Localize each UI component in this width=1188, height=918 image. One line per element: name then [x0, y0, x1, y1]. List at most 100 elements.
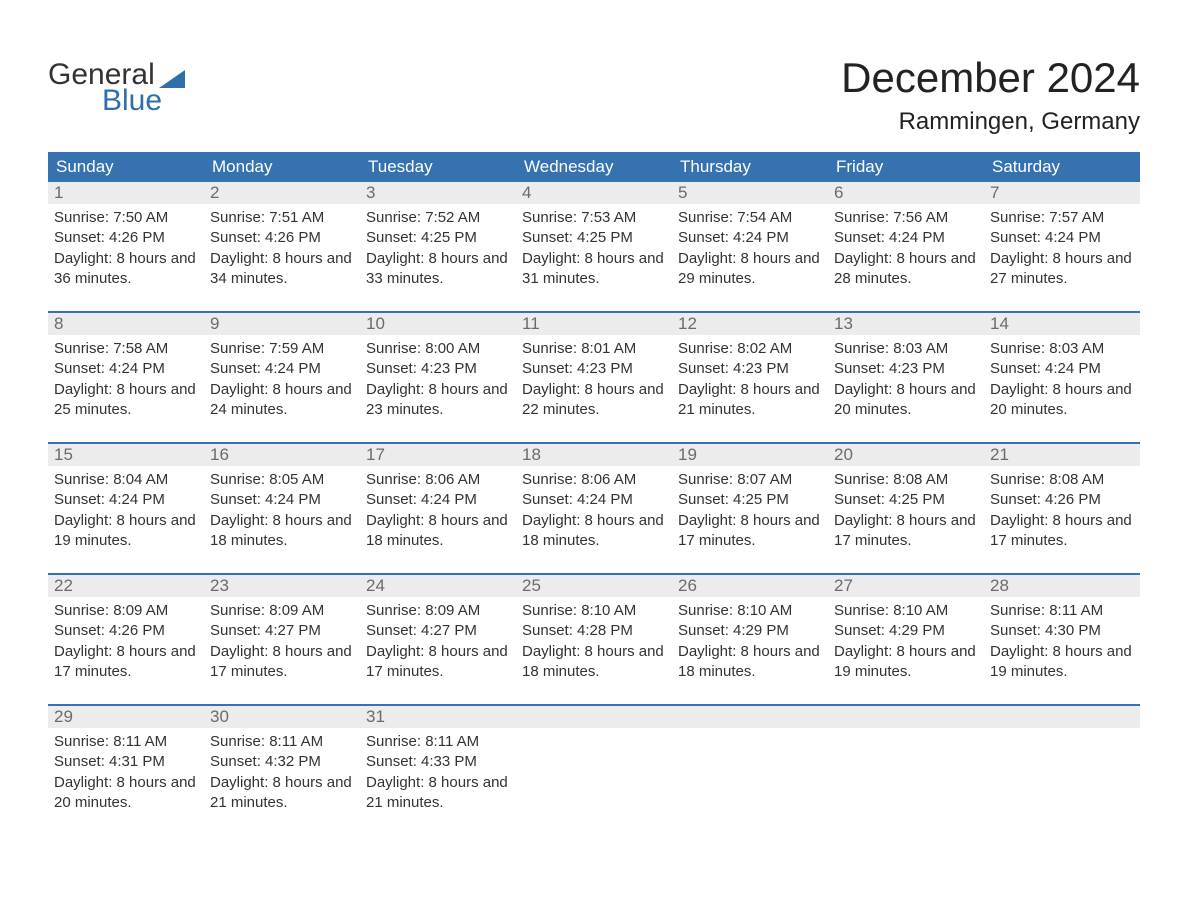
daylight-line: Daylight: 8 hours and 17 minutes.	[678, 511, 822, 552]
sunrise-line: Sunrise: 8:02 AM	[678, 339, 822, 359]
date-number: 14	[984, 313, 1140, 335]
calendar-cell: 15Sunrise: 8:04 AMSunset: 4:24 PMDayligh…	[48, 444, 204, 559]
sunrise-value: 8:11 AM	[1049, 602, 1103, 619]
sunrise-line: Sunrise: 7:51 AM	[210, 208, 354, 228]
sunrise-line: Sunrise: 7:58 AM	[54, 339, 198, 359]
sunset-label: Sunset:	[990, 622, 1041, 639]
sunset-line: Sunset: 4:24 PM	[54, 490, 198, 510]
date-number: 6	[828, 182, 984, 204]
day-details: Sunrise: 8:09 AMSunset: 4:26 PMDaylight:…	[48, 597, 204, 690]
daylight-label: Daylight:	[366, 250, 424, 267]
calendar-cell: 18Sunrise: 8:06 AMSunset: 4:24 PMDayligh…	[516, 444, 672, 559]
daylight-label: Daylight:	[678, 512, 736, 529]
sunset-value: 4:24 PM	[889, 229, 945, 246]
sunset-label: Sunset:	[54, 622, 105, 639]
date-number: 13	[828, 313, 984, 335]
date-number: 20	[828, 444, 984, 466]
calendar-cell: 11Sunrise: 8:01 AMSunset: 4:23 PMDayligh…	[516, 313, 672, 428]
sunrise-value: 8:09 AM	[113, 602, 168, 619]
sunset-line: Sunset: 4:31 PM	[54, 752, 198, 772]
day-details: Sunrise: 8:11 AMSunset: 4:31 PMDaylight:…	[48, 728, 204, 821]
calendar-cell: 25Sunrise: 8:10 AMSunset: 4:28 PMDayligh…	[516, 575, 672, 690]
sunrise-label: Sunrise:	[366, 733, 421, 750]
day-details: Sunrise: 7:58 AMSunset: 4:24 PMDaylight:…	[48, 335, 204, 428]
day-details: Sunrise: 8:11 AMSunset: 4:32 PMDaylight:…	[204, 728, 360, 821]
daylight-label: Daylight:	[990, 250, 1048, 267]
sunrise-label: Sunrise:	[678, 209, 733, 226]
sunrise-value: 8:00 AM	[425, 340, 480, 357]
daylight-label: Daylight:	[522, 381, 580, 398]
date-number: 29	[48, 706, 204, 728]
day-details: Sunrise: 7:59 AMSunset: 4:24 PMDaylight:…	[204, 335, 360, 428]
sunrise-line: Sunrise: 8:09 AM	[366, 601, 510, 621]
logo-word-blue: Blue	[102, 84, 185, 118]
day-details: Sunrise: 8:08 AMSunset: 4:25 PMDaylight:…	[828, 466, 984, 559]
sunset-label: Sunset:	[990, 491, 1041, 508]
date-number: 11	[516, 313, 672, 335]
sunrise-label: Sunrise:	[366, 602, 421, 619]
daylight-line: Daylight: 8 hours and 17 minutes.	[54, 642, 198, 683]
sunset-value: 4:28 PM	[577, 622, 633, 639]
daylight-line: Daylight: 8 hours and 19 minutes.	[990, 642, 1134, 683]
sunrise-line: Sunrise: 8:08 AM	[990, 470, 1134, 490]
daylight-label: Daylight:	[210, 250, 268, 267]
daylight-label: Daylight:	[834, 250, 892, 267]
sunset-line: Sunset: 4:24 PM	[210, 490, 354, 510]
sunset-value: 4:33 PM	[421, 753, 477, 770]
date-number	[516, 706, 672, 728]
sunrise-value: 7:50 AM	[113, 209, 168, 226]
sunrise-value: 8:03 AM	[1049, 340, 1104, 357]
sunrise-value: 8:11 AM	[113, 733, 167, 750]
day-details: Sunrise: 8:00 AMSunset: 4:23 PMDaylight:…	[360, 335, 516, 428]
daylight-label: Daylight:	[522, 643, 580, 660]
day-details: Sunrise: 8:07 AMSunset: 4:25 PMDaylight:…	[672, 466, 828, 559]
sunset-label: Sunset:	[210, 753, 261, 770]
sunrise-value: 7:58 AM	[113, 340, 168, 357]
sunrise-value: 8:04 AM	[113, 471, 168, 488]
calendar-cell: 17Sunrise: 8:06 AMSunset: 4:24 PMDayligh…	[360, 444, 516, 559]
sunset-line: Sunset: 4:23 PM	[678, 359, 822, 379]
sunrise-value: 7:52 AM	[425, 209, 480, 226]
sunrise-line: Sunrise: 8:10 AM	[522, 601, 666, 621]
daylight-line: Daylight: 8 hours and 18 minutes.	[678, 642, 822, 683]
daylight-line: Daylight: 8 hours and 17 minutes.	[366, 642, 510, 683]
day-header: Monday	[204, 152, 360, 182]
daylight-label: Daylight:	[210, 512, 268, 529]
date-number: 9	[204, 313, 360, 335]
day-details: Sunrise: 8:09 AMSunset: 4:27 PMDaylight:…	[204, 597, 360, 690]
sunrise-label: Sunrise:	[54, 733, 109, 750]
sunset-label: Sunset:	[366, 491, 417, 508]
sunset-label: Sunset:	[54, 229, 105, 246]
date-number: 16	[204, 444, 360, 466]
sunrise-label: Sunrise:	[210, 602, 265, 619]
sunrise-label: Sunrise:	[522, 340, 577, 357]
week-row: 1Sunrise: 7:50 AMSunset: 4:26 PMDaylight…	[48, 182, 1140, 297]
sunset-line: Sunset: 4:24 PM	[210, 359, 354, 379]
daylight-label: Daylight:	[678, 250, 736, 267]
sunrise-line: Sunrise: 8:08 AM	[834, 470, 978, 490]
week-row: 29Sunrise: 8:11 AMSunset: 4:31 PMDayligh…	[48, 704, 1140, 821]
day-details: Sunrise: 8:11 AMSunset: 4:30 PMDaylight:…	[984, 597, 1140, 690]
sunrise-value: 8:05 AM	[269, 471, 324, 488]
calendar-cell: 5Sunrise: 7:54 AMSunset: 4:24 PMDaylight…	[672, 182, 828, 297]
sunrise-label: Sunrise:	[366, 209, 421, 226]
sunrise-line: Sunrise: 8:03 AM	[834, 339, 978, 359]
sunrise-line: Sunrise: 8:05 AM	[210, 470, 354, 490]
sunset-label: Sunset:	[522, 360, 573, 377]
date-number: 2	[204, 182, 360, 204]
sunrise-value: 8:08 AM	[1049, 471, 1104, 488]
sunrise-value: 8:02 AM	[737, 340, 792, 357]
date-number: 28	[984, 575, 1140, 597]
sunset-line: Sunset: 4:23 PM	[834, 359, 978, 379]
sunset-value: 4:27 PM	[421, 622, 477, 639]
sunrise-label: Sunrise:	[210, 209, 265, 226]
sunrise-value: 8:06 AM	[581, 471, 636, 488]
day-header: Tuesday	[360, 152, 516, 182]
daylight-label: Daylight:	[834, 643, 892, 660]
day-details: Sunrise: 8:03 AMSunset: 4:23 PMDaylight:…	[828, 335, 984, 428]
sunrise-label: Sunrise:	[54, 209, 109, 226]
daylight-line: Daylight: 8 hours and 19 minutes.	[54, 511, 198, 552]
day-details: Sunrise: 7:50 AMSunset: 4:26 PMDaylight:…	[48, 204, 204, 297]
sunset-label: Sunset:	[366, 753, 417, 770]
sunset-value: 4:26 PM	[265, 229, 321, 246]
